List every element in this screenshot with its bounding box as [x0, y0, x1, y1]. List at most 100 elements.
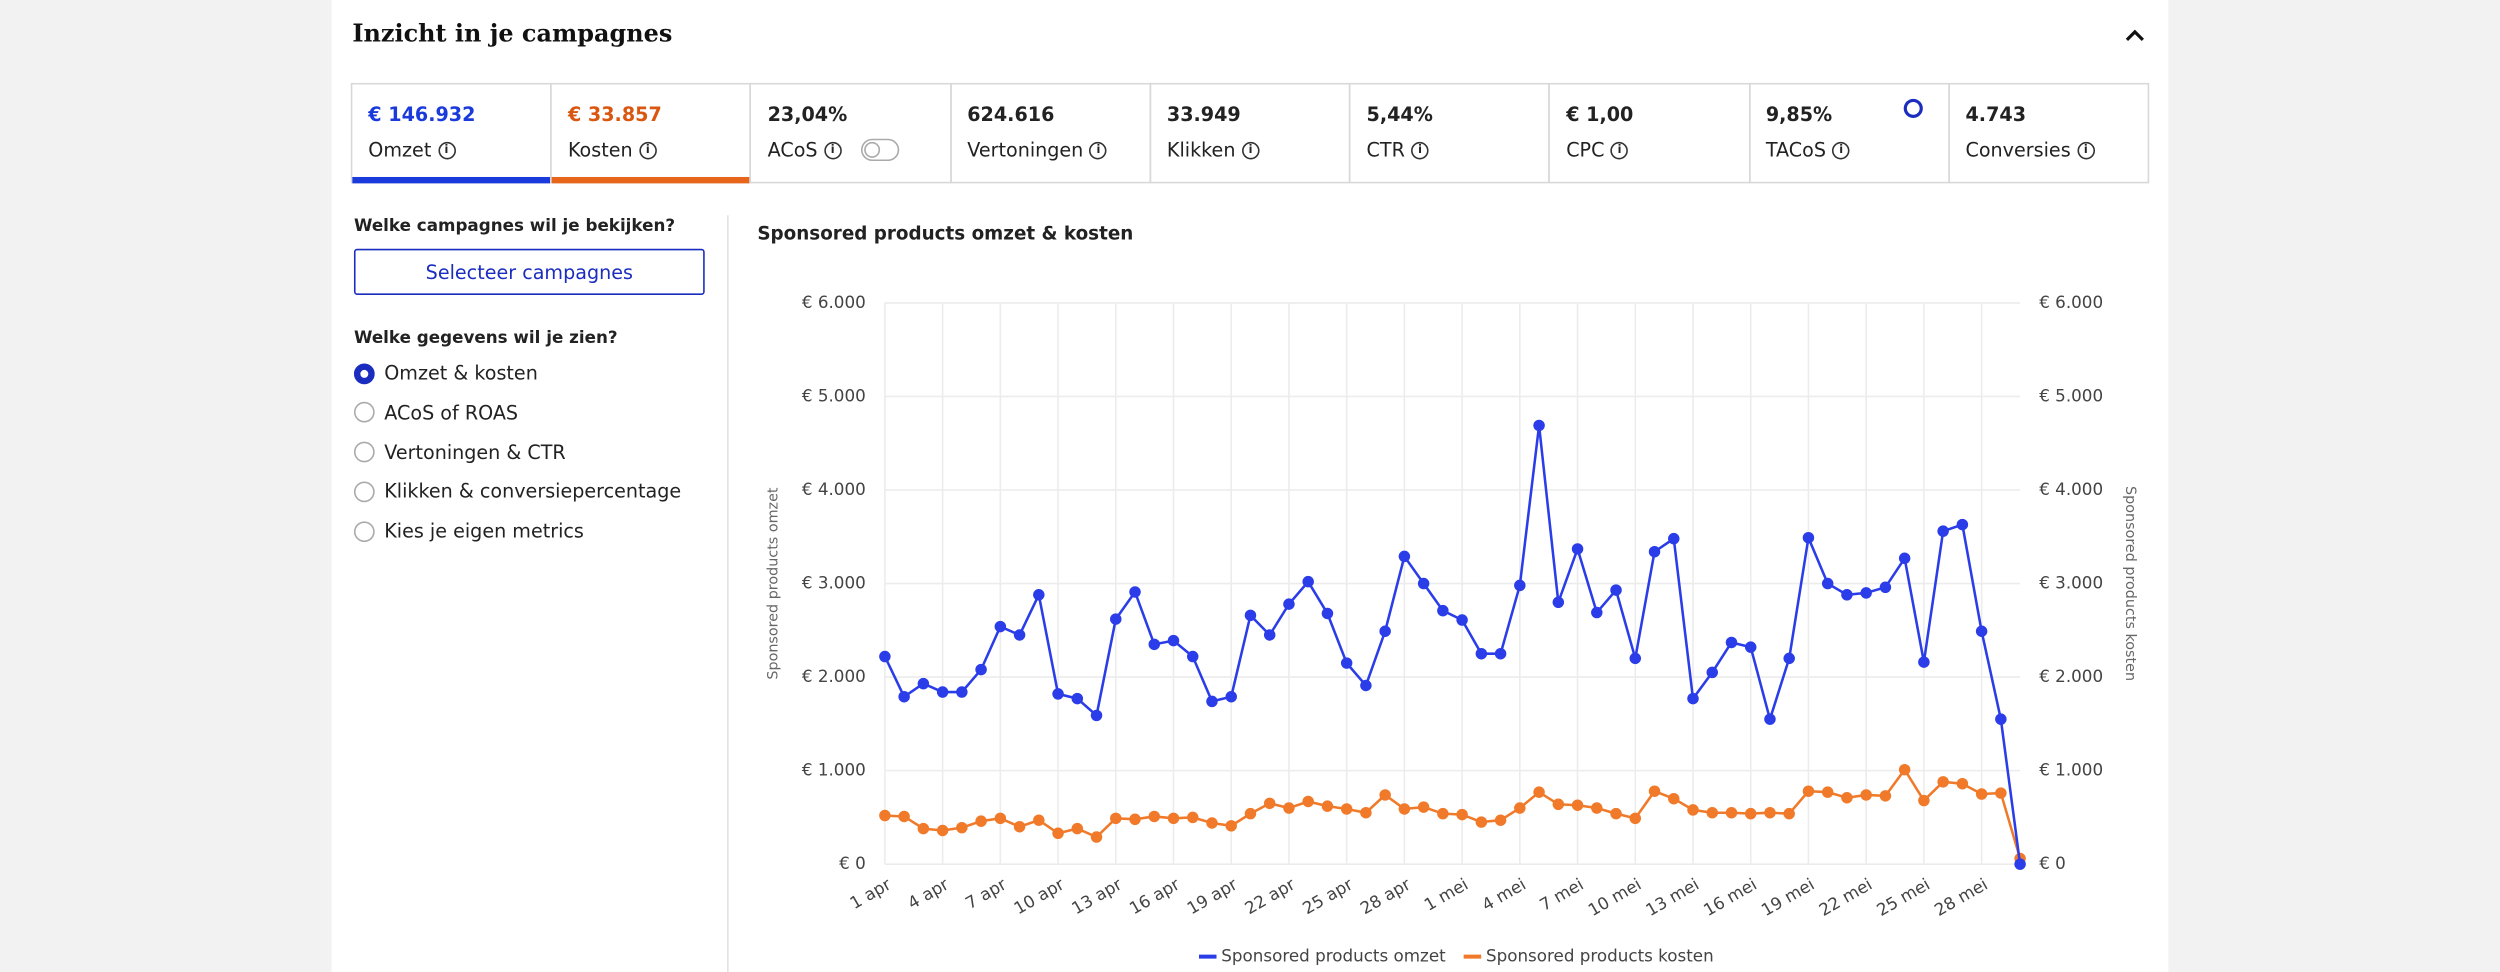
data-point [1494, 814, 1507, 826]
radio [353, 402, 375, 423]
data-point [1648, 785, 1661, 797]
metric-value: € 1,00 [1566, 103, 1634, 126]
data-point [1610, 807, 1622, 820]
metric-label: ACoS [767, 138, 818, 162]
metric-tab[interactable]: 5,44% CTR i [1349, 82, 1551, 184]
metric-tab[interactable]: € 1,00 CPC i [1548, 82, 1750, 184]
data-point [1013, 821, 1026, 833]
data-point [1071, 822, 1084, 835]
data-point [1591, 606, 1603, 619]
radio-option[interactable]: Omzet & kosten [353, 361, 538, 385]
data-point [936, 824, 949, 837]
info-icon: i [1241, 141, 1260, 159]
x-tick-label: 19 mei [1758, 874, 1818, 920]
y2-tick-label: € 3.000 [2039, 573, 2103, 593]
radio-label: Omzet & kosten [384, 361, 538, 385]
x-tick-label: 22 mei [1815, 874, 1875, 920]
data-point [1802, 531, 1815, 544]
data-point [1090, 709, 1103, 722]
data-point [994, 620, 1007, 633]
metric-tab[interactable]: 33.949 Klikken i [1149, 82, 1351, 184]
radio-label: Klikken & conversiepercentage [384, 480, 682, 503]
metric-tab[interactable]: € 146.932 Omzet i [350, 82, 553, 184]
data-point [1918, 656, 1930, 668]
data-point [1744, 641, 1757, 653]
collapse-button[interactable] [2124, 27, 2146, 43]
question: Welke gegevens wil je zien? [353, 328, 618, 348]
metric-label-row: ACoS i [767, 138, 899, 162]
info-icon: i [1411, 141, 1429, 159]
metric-tab[interactable]: 4.743 Conversies i [1947, 82, 2150, 184]
data-point [1514, 802, 1526, 814]
x-tick-label: 1 apr [846, 874, 894, 913]
data-point [1956, 777, 1969, 790]
data-point [917, 822, 930, 835]
data-point [1340, 657, 1353, 669]
data-point [1379, 789, 1391, 801]
data-point [956, 686, 968, 698]
y-tick-label: € 0 [839, 853, 866, 873]
metric-value: 9,85% [1765, 103, 1833, 126]
data-point [879, 650, 891, 663]
radio-option[interactable]: ACoS of ROAS [353, 401, 518, 424]
metric-label-row: Klikken i [1166, 138, 1260, 162]
data-point [1552, 798, 1565, 811]
data-point [1302, 795, 1314, 808]
metric-tab[interactable]: 9,85% TACoS i [1748, 82, 1950, 184]
radio [353, 441, 375, 463]
metric-label: Omzet [368, 138, 432, 162]
radio [353, 481, 375, 503]
data-point [1764, 806, 1776, 819]
metric-label: Klikken [1166, 138, 1236, 162]
data-point [1148, 810, 1160, 823]
y2-tick-label: € 0 [2039, 853, 2066, 873]
data-point [975, 815, 987, 827]
data-point [1494, 647, 1507, 660]
data-point [1821, 577, 1834, 590]
metric-value: 5,44% [1366, 103, 1433, 126]
info-icon: i [823, 141, 842, 159]
data-point [1629, 652, 1642, 665]
data-point [1725, 806, 1738, 819]
metric-tab[interactable]: 23,04% ACoS i [750, 82, 952, 184]
data-point [1071, 692, 1084, 705]
radio-option[interactable]: Vertoningen & CTR [353, 441, 566, 463]
radio-label: Kies je eigen metrics [384, 520, 584, 543]
data-point [1821, 786, 1834, 798]
data-point [1629, 812, 1642, 825]
radio-option[interactable]: Klikken & conversiepercentage [353, 480, 682, 503]
data-point [994, 812, 1007, 825]
y2-axis-title: Sponsored products kosten [2122, 486, 2138, 681]
data-point [1437, 807, 1449, 820]
toggle[interactable] [860, 138, 899, 162]
metric-tab[interactable]: 624.616 Vertoningen i [949, 82, 1151, 184]
x-tick-label: 16 apr [1126, 874, 1183, 919]
divider [727, 215, 729, 972]
radio-option[interactable]: Kies je eigen metrics [353, 520, 584, 543]
data-point [1514, 579, 1526, 592]
metric-label-row: TACoS i [1766, 139, 1850, 161]
data-point [1283, 598, 1295, 610]
radio [353, 362, 375, 384]
data-point [1552, 596, 1565, 608]
data-point [1475, 816, 1488, 828]
data-point [1937, 525, 1949, 537]
data-point [1186, 650, 1199, 663]
data-point [1013, 629, 1026, 641]
data-point [1841, 792, 1853, 804]
y-tick-label: € 1.000 [802, 760, 866, 780]
metric-label: Kosten [567, 138, 633, 162]
x-tick-label: 4 mei [1478, 874, 1529, 915]
tab-underline [552, 176, 751, 184]
select-button[interactable]: Selecteer campagnes [353, 248, 705, 295]
data-point [1879, 581, 1892, 594]
metric-tab[interactable]: € 33.857 Kosten i [550, 82, 752, 184]
data-point [1052, 688, 1064, 700]
section-title: Inzicht in je campagnes [352, 19, 673, 48]
data-point [1456, 808, 1468, 821]
data-point [956, 821, 968, 834]
data-point [1167, 812, 1180, 825]
metric-value: 23,04% [767, 103, 848, 126]
